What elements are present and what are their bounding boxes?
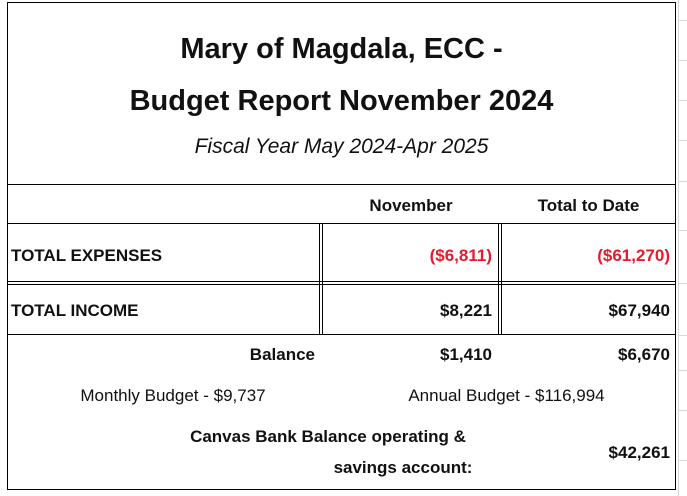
budget-report: Mary of Magdala, ECC - Budget Report Nov… xyxy=(7,2,676,490)
total-income-month: $8,221 xyxy=(440,301,492,320)
spreadsheet-gridlines xyxy=(678,0,687,496)
report-header: Mary of Magdala, ECC - Budget Report Nov… xyxy=(8,3,675,185)
column-header-total: Total to Date xyxy=(537,196,640,215)
balance-month: $1,410 xyxy=(440,345,492,364)
bank-balance-label-line2: savings account: xyxy=(333,458,473,477)
total-income-label: TOTAL INCOME xyxy=(11,301,139,320)
row-separator xyxy=(8,223,675,224)
bank-balance-label-line1: Canvas Bank Balance operating & xyxy=(190,427,466,446)
column-divider xyxy=(319,224,323,334)
total-expenses-total: ($61,270) xyxy=(597,246,670,265)
annual-budget: Annual Budget - $116,994 xyxy=(408,386,605,405)
report-title-line2: Budget Report November 2024 xyxy=(129,85,554,117)
column-header-month: November xyxy=(369,196,453,215)
balance-label: Balance xyxy=(249,345,315,364)
fiscal-year-subtitle: Fiscal Year May 2024-Apr 2025 xyxy=(194,135,489,158)
report-title-line1: Mary of Magdala, ECC - xyxy=(180,33,503,65)
monthly-budget: Monthly Budget - $9,737 xyxy=(80,386,266,405)
bank-balance-value: $42,261 xyxy=(608,443,670,462)
balance-total: $6,670 xyxy=(618,345,670,364)
total-income-total: $67,940 xyxy=(608,301,670,320)
row-separator xyxy=(8,334,675,335)
row-double-separator xyxy=(8,281,675,285)
total-expenses-label: TOTAL EXPENSES xyxy=(11,246,163,265)
total-expenses-month: ($6,811) xyxy=(429,246,492,265)
column-divider xyxy=(498,224,502,334)
